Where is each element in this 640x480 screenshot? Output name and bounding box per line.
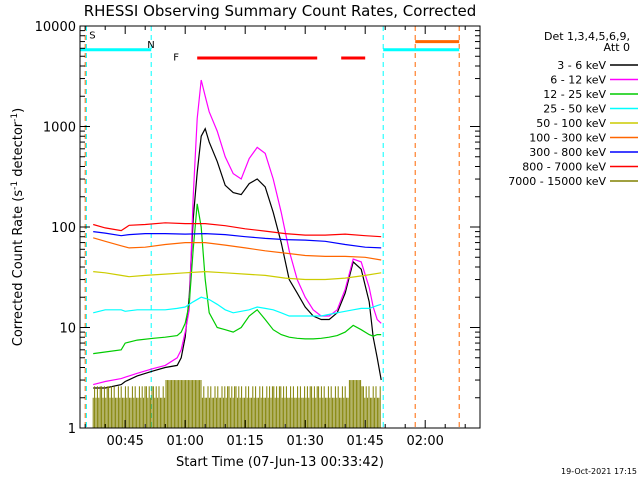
y-axis-label-exp-2: -1 (10, 113, 20, 122)
y-tick-label: 10000 (35, 20, 76, 35)
series-line-50-100-kev (93, 270, 382, 281)
y-axis-label-exp-1: -1 (10, 181, 20, 190)
series-line-6-12-kev (93, 79, 382, 386)
x-tick-label: 00:45 (106, 434, 143, 449)
legend: Det 1,3,4,5,6,9, Att 0 3 - 6 keV 6 - 12 k… (508, 30, 638, 188)
legend-label: 12 - 25 keV (543, 88, 606, 101)
x-axis-label: Start Time (07-Jun-13 00:33:42) (176, 455, 384, 470)
legend-label: 100 - 300 keV (529, 132, 606, 145)
legend-label: 50 - 100 keV (536, 117, 606, 130)
chart-title: RHESSI Observing Summary Count Rates, Co… (84, 2, 477, 20)
y-tick-label: 1000 (43, 121, 76, 136)
legend-label: 6 - 12 keV (550, 74, 606, 87)
legend-label: 300 - 800 keV (529, 146, 606, 159)
x-tick-label: 01:15 (226, 434, 263, 449)
legend-label: 25 - 50 keV (543, 103, 606, 116)
series-line-12-25-kev (93, 203, 382, 355)
y-tick-label: 100 (51, 221, 76, 236)
y-tick-label: 10 (59, 322, 76, 337)
plot-frame (79, 25, 481, 429)
legend-header-attenuator: Att 0 (604, 41, 630, 54)
generation-timestamp: 19-Oct-2021 17:15 (561, 467, 637, 476)
y-axis-label-part-3: ) (11, 108, 26, 113)
y-axis-label-part-2: detector (11, 121, 26, 181)
series-line-3-6-kev (93, 127, 382, 389)
x-tick-label: 01:45 (346, 434, 383, 449)
x-tick-label: 01:00 (166, 434, 203, 449)
y-tick-label: 1 (68, 422, 76, 437)
legend-label: 3 - 6 keV (557, 59, 606, 72)
series-line-100-300-kev (93, 237, 382, 261)
x-tick-label: 02:00 (406, 434, 443, 449)
state-annotation-s: S (89, 31, 95, 42)
legend-header-detectors: Det 1,3,4,5,6,9, (544, 30, 630, 43)
series-7000-15000-kev (92, 380, 381, 428)
y-axis-label-part-1: Corrected Count Rate (s (11, 190, 26, 347)
legend-label: 7000 - 15000 keV (508, 175, 606, 188)
series-line-300-800-kev (93, 231, 382, 249)
y-axis-label: Corrected Count Rate (s-1 detector-1) (10, 108, 26, 346)
legend-label: 800 - 7000 keV (522, 161, 606, 174)
state-annotation-n: N (147, 40, 154, 51)
x-tick-label: 01:30 (286, 434, 323, 449)
series-line-800-7000-kev (93, 222, 382, 238)
state-annotation-f: F (173, 52, 179, 63)
series-line-25-50-kev (93, 296, 382, 317)
